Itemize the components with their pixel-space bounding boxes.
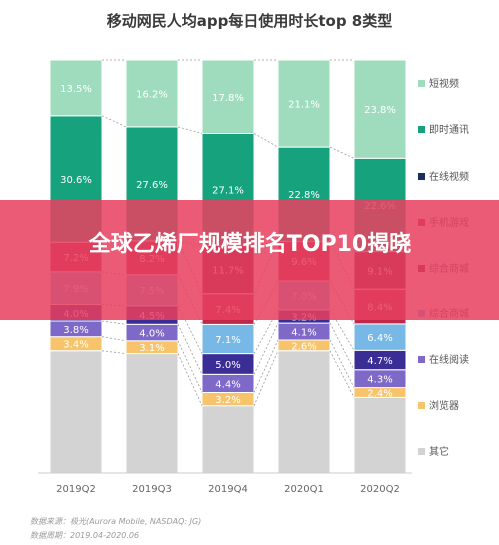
bar-segment (125, 353, 179, 474)
data-label: 13.5% (60, 84, 92, 95)
connector-line (329, 350, 355, 398)
bar-segment (49, 59, 103, 117)
connector-line (253, 322, 279, 375)
legend-swatch (418, 80, 425, 87)
connector-line (329, 322, 355, 370)
legend-label: 即时通讯 (429, 124, 469, 136)
data-label: 23.8% (364, 105, 396, 116)
bar-segment (125, 59, 179, 128)
connector-line (177, 340, 203, 393)
bar-segment (353, 396, 407, 474)
connector-line (177, 324, 203, 375)
bar-segment (201, 323, 255, 355)
connector-line (253, 133, 279, 148)
connector-line (329, 339, 355, 388)
bar-segment (201, 59, 255, 134)
data-label: 5.0% (215, 360, 240, 371)
banner-headline[interactable]: 全球乙烯厂规模排名TOP10揭晓 (88, 232, 412, 257)
data-label: 4.7% (367, 356, 392, 367)
x-tick-label: 2019Q4 (208, 484, 248, 495)
data-label: 4.0% (139, 329, 164, 340)
data-label: 4.1% (291, 328, 316, 339)
connector-line (253, 350, 279, 406)
data-label: 22.8% (288, 190, 320, 201)
legend-label: 其它 (429, 445, 449, 458)
legend-label: 在线视频 (429, 170, 469, 183)
data-label: 3.1% (139, 343, 164, 354)
x-tick-label: 2020Q1 (284, 484, 324, 495)
data-label: 30.6% (60, 175, 92, 186)
bar-segment (201, 405, 255, 474)
source-line: 数据来源：极光(Aurora Mobile, NASDAQ: JG) (30, 517, 202, 526)
legend-label: 在线阅读 (429, 353, 469, 366)
data-label: 17.8% (212, 93, 244, 104)
legend-swatch (418, 448, 425, 455)
chart-title: 移动网民人均app每日使用时长top 8类型 (106, 12, 393, 30)
connector-line (177, 126, 203, 134)
bar-segment (277, 350, 331, 474)
legend-swatch (418, 173, 425, 180)
x-tick-label: 2019Q2 (56, 484, 96, 495)
data-label: 27.6% (136, 180, 168, 191)
data-label: 6.4% (367, 333, 392, 344)
data-label: 27.1% (212, 186, 244, 197)
data-label: 3.8% (63, 325, 88, 336)
legend-label: 短视频 (429, 77, 459, 90)
connector-line (329, 146, 355, 159)
data-label: 4.3% (367, 375, 392, 386)
bar-segment (49, 350, 103, 474)
connector-line (101, 350, 127, 354)
data-label: 3.4% (63, 340, 88, 351)
data-label: 21.1% (288, 100, 320, 111)
bar-segment (353, 59, 407, 159)
connector-line (253, 339, 279, 393)
legend-label: 浏览器 (429, 399, 459, 412)
connector-line (101, 336, 127, 342)
period-line: 数据周期：2019.04-2020.06 (30, 531, 140, 540)
data-label: 4.4% (215, 379, 240, 390)
bar-segment (277, 59, 331, 148)
legend-swatch (418, 356, 425, 363)
data-label: 16.2% (136, 90, 168, 101)
data-label: 7.1% (215, 335, 240, 346)
connector-line (101, 320, 127, 325)
data-label: 2.6% (291, 341, 316, 352)
x-tick-label: 2019Q3 (132, 484, 172, 495)
overlay-banner (0, 200, 499, 320)
bar-segment (353, 323, 407, 351)
legend-swatch (418, 126, 425, 133)
data-label: 2.4% (367, 389, 392, 400)
connector-line (177, 353, 203, 406)
legend-swatch (418, 402, 425, 409)
x-tick-label: 2020Q2 (360, 484, 400, 495)
data-label: 3.2% (215, 395, 240, 406)
connector-line (101, 115, 127, 128)
